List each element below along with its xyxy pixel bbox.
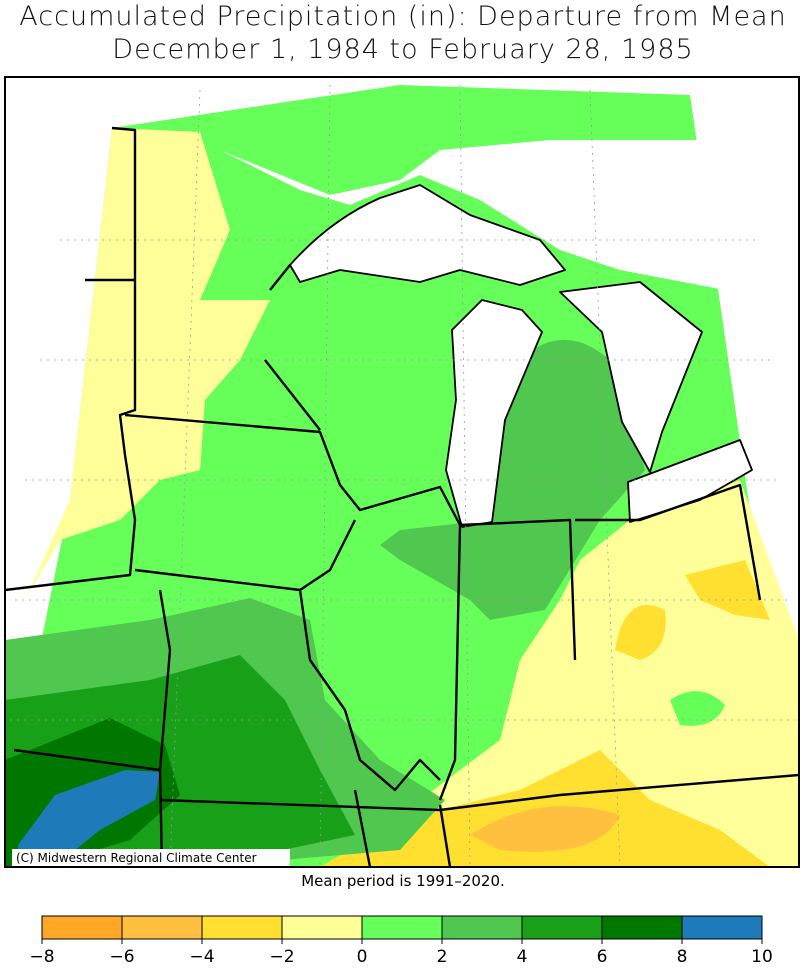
map-frame bbox=[4, 76, 800, 868]
colorbar-segment bbox=[681, 915, 763, 940]
region-neg6-neg4 bbox=[470, 806, 620, 852]
region-0-2 bbox=[670, 691, 725, 726]
lake-superior bbox=[289, 184, 566, 286]
colorbar-segment bbox=[521, 915, 603, 940]
map: (C) Midwestern Regional Climate Center bbox=[4, 76, 800, 868]
colorbar-segment bbox=[441, 915, 523, 940]
region-neg4-neg2 bbox=[615, 605, 666, 660]
state-borders bbox=[5, 126, 799, 867]
colorbar-tick-label: 8 bbox=[677, 947, 688, 967]
colorbar-tick-label: −8 bbox=[29, 947, 54, 967]
colorbar-segment bbox=[281, 915, 363, 940]
unmapped-area bbox=[220, 140, 725, 290]
colorbar-tick-label: −6 bbox=[109, 947, 134, 967]
colorbar-segment bbox=[41, 915, 123, 940]
colorbar-segment bbox=[201, 915, 283, 940]
credit-box bbox=[12, 849, 290, 866]
graticule bbox=[10, 84, 795, 867]
lake-huron bbox=[559, 281, 703, 473]
colorbar-tick-label: −2 bbox=[269, 947, 294, 967]
colorbar-segment bbox=[121, 915, 203, 940]
region-8-10 bbox=[18, 770, 160, 862]
colorbar-segment bbox=[361, 915, 443, 940]
colorbar-tick-label: 2 bbox=[437, 947, 448, 967]
colorbar-tick-label: −4 bbox=[189, 947, 214, 967]
title-line: December 1, 1984 to February 28, 1985 bbox=[112, 34, 693, 65]
region-neg4-neg2 bbox=[685, 560, 770, 620]
region-2-4 bbox=[380, 339, 645, 620]
colorbar-tick-label: 4 bbox=[517, 947, 528, 967]
colorbar-tick-label: 10 bbox=[751, 947, 773, 967]
colorbar-tick-label: 0 bbox=[357, 947, 368, 967]
colorbar-segment bbox=[601, 915, 683, 940]
region-neg2-0 bbox=[330, 480, 799, 867]
credit: (C) Midwestern Regional Climate Center bbox=[16, 851, 257, 865]
region-neg2-0 bbox=[25, 128, 270, 600]
mean-period-note: Mean period is 1991–2020. bbox=[301, 872, 505, 890]
title-line: Accumulated Precipitation (in): Departur… bbox=[19, 1, 786, 32]
colorbar-tick-label: 6 bbox=[597, 947, 608, 967]
colorbar: −8 −6 −4 −2 0 2 4 6 8 10 bbox=[29, 915, 773, 967]
lake-michigan bbox=[445, 299, 543, 528]
lake-erie bbox=[627, 439, 753, 523]
